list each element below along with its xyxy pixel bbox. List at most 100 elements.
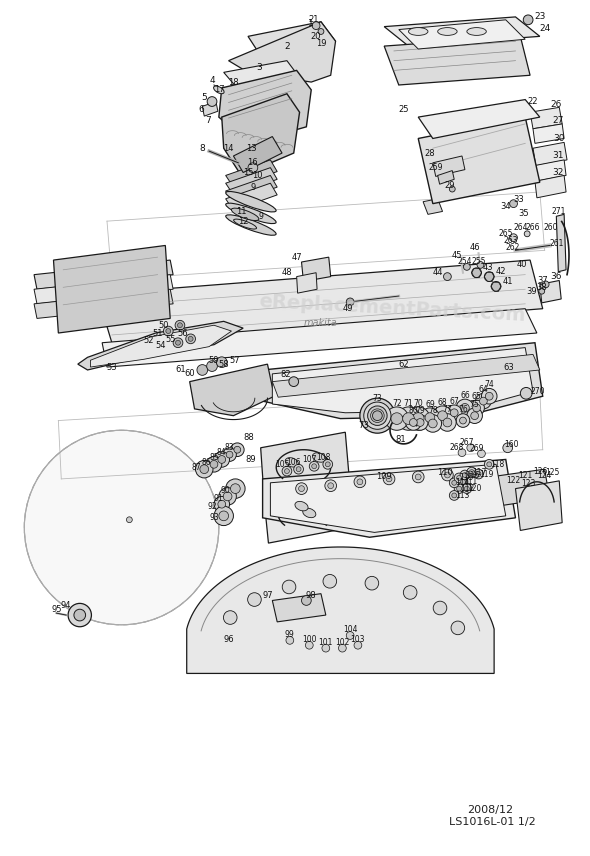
Polygon shape — [234, 137, 282, 173]
Circle shape — [214, 496, 230, 512]
Text: 20: 20 — [311, 32, 322, 41]
Circle shape — [163, 326, 173, 336]
Text: 104: 104 — [343, 625, 358, 634]
Circle shape — [471, 412, 478, 419]
Polygon shape — [516, 481, 562, 531]
Polygon shape — [263, 460, 516, 538]
Polygon shape — [297, 273, 317, 293]
Circle shape — [188, 336, 193, 342]
Circle shape — [451, 621, 465, 634]
Polygon shape — [90, 325, 231, 367]
Ellipse shape — [408, 27, 428, 35]
Circle shape — [484, 271, 494, 282]
Circle shape — [346, 298, 354, 306]
Circle shape — [176, 341, 181, 345]
Text: 11: 11 — [236, 207, 247, 216]
Text: 73: 73 — [372, 394, 382, 402]
Ellipse shape — [226, 203, 276, 223]
Text: 66: 66 — [460, 390, 470, 400]
Text: 102: 102 — [335, 638, 349, 647]
Circle shape — [467, 408, 483, 424]
Circle shape — [491, 282, 501, 291]
Ellipse shape — [438, 27, 457, 35]
Circle shape — [312, 464, 317, 469]
Text: 29: 29 — [444, 181, 455, 190]
Text: 2: 2 — [284, 42, 290, 51]
Circle shape — [542, 281, 549, 288]
Circle shape — [289, 377, 299, 387]
Circle shape — [464, 486, 469, 491]
Text: 55: 55 — [165, 336, 175, 344]
Circle shape — [372, 411, 382, 420]
Polygon shape — [535, 175, 566, 198]
Circle shape — [428, 419, 437, 428]
Text: 105: 105 — [275, 460, 289, 469]
Circle shape — [323, 460, 333, 469]
Text: 71: 71 — [404, 399, 414, 407]
Text: LS1016L-01 1/2: LS1016L-01 1/2 — [450, 817, 536, 827]
Circle shape — [173, 338, 183, 348]
Text: 84: 84 — [217, 449, 227, 457]
Text: 51: 51 — [152, 329, 163, 337]
Polygon shape — [418, 117, 540, 204]
Text: 48: 48 — [281, 268, 292, 277]
Polygon shape — [54, 246, 170, 333]
Text: 67: 67 — [450, 396, 459, 406]
Text: 113: 113 — [455, 491, 469, 500]
Text: 265: 265 — [499, 229, 513, 238]
Text: 97: 97 — [262, 591, 273, 600]
Polygon shape — [264, 489, 350, 543]
Text: 261: 261 — [549, 239, 563, 248]
Circle shape — [296, 483, 307, 495]
Circle shape — [217, 357, 227, 367]
Circle shape — [415, 474, 421, 480]
Text: 108: 108 — [316, 453, 330, 462]
Text: 65: 65 — [472, 392, 481, 401]
Circle shape — [218, 455, 225, 463]
Circle shape — [473, 404, 480, 412]
Circle shape — [328, 483, 333, 489]
Circle shape — [223, 448, 237, 461]
Circle shape — [458, 477, 468, 487]
Polygon shape — [433, 156, 465, 176]
Circle shape — [325, 462, 330, 467]
Text: 114: 114 — [455, 479, 469, 487]
Circle shape — [503, 443, 513, 453]
Circle shape — [456, 399, 474, 417]
Text: 34: 34 — [500, 202, 511, 211]
Text: 27: 27 — [553, 116, 564, 126]
Text: 98: 98 — [306, 591, 317, 600]
Text: 45: 45 — [452, 251, 463, 259]
Text: 60: 60 — [184, 369, 195, 378]
Circle shape — [386, 476, 392, 482]
Text: 112: 112 — [460, 484, 474, 493]
Text: 62: 62 — [398, 360, 409, 369]
Circle shape — [447, 405, 462, 420]
Circle shape — [248, 592, 261, 606]
Text: 118: 118 — [490, 460, 504, 469]
Polygon shape — [534, 160, 566, 181]
Circle shape — [454, 484, 464, 494]
Circle shape — [523, 15, 533, 25]
Circle shape — [525, 231, 530, 237]
Circle shape — [412, 471, 424, 483]
Text: 46: 46 — [469, 243, 480, 252]
Ellipse shape — [285, 458, 299, 467]
Text: 269: 269 — [469, 444, 484, 453]
Circle shape — [301, 596, 312, 605]
Circle shape — [452, 493, 457, 498]
Circle shape — [385, 407, 408, 431]
Text: 80: 80 — [408, 407, 418, 415]
Circle shape — [186, 334, 195, 344]
Polygon shape — [477, 469, 549, 508]
Circle shape — [539, 288, 545, 294]
Text: 271: 271 — [551, 207, 565, 216]
Circle shape — [312, 21, 320, 30]
Circle shape — [234, 446, 241, 453]
Polygon shape — [78, 321, 243, 370]
Text: 37: 37 — [537, 276, 548, 285]
Circle shape — [467, 467, 477, 477]
Text: 260: 260 — [543, 223, 558, 233]
Polygon shape — [261, 432, 350, 504]
Circle shape — [354, 476, 366, 488]
